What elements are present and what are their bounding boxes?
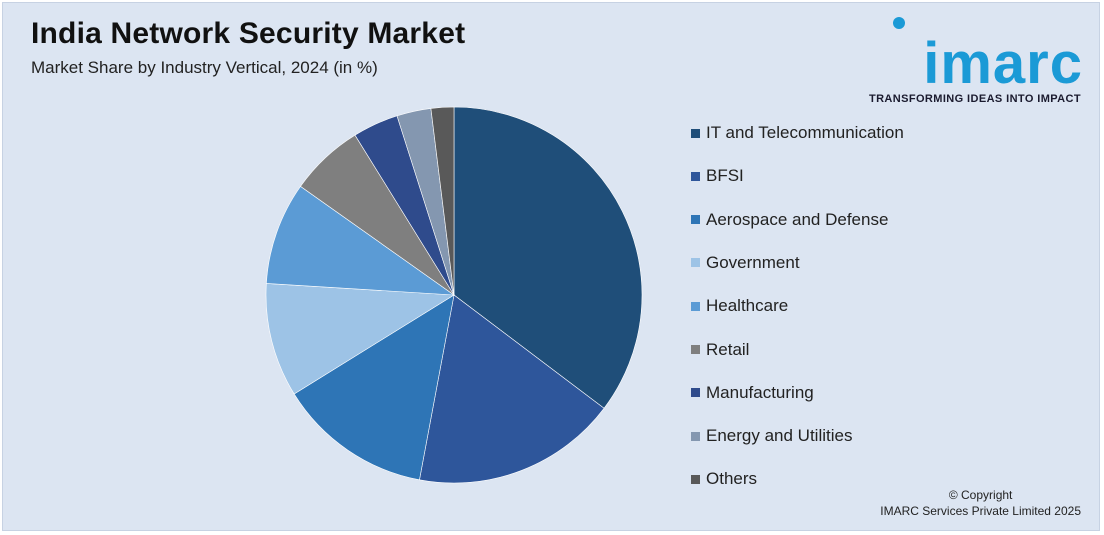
chart-title: India Network Security Market — [31, 17, 466, 50]
logo-dot-icon — [893, 17, 905, 29]
legend-label: Energy and Utilities — [706, 426, 853, 446]
copyright-notice: © Copyright IMARC Services Private Limit… — [880, 487, 1081, 519]
logo-tagline: TRANSFORMING IDEAS INTO IMPACT — [868, 93, 1081, 105]
pie-slice-healthcare — [266, 185, 456, 296]
legend-item: Aerospace and Defense — [691, 208, 888, 232]
legend-swatch — [691, 128, 700, 138]
legend-label: IT and Telecommunication — [706, 123, 904, 142]
legend-item: Energy and Utilities — [691, 424, 852, 448]
pie-slice-others — [430, 106, 455, 296]
legend-label: Manufacturing — [706, 382, 814, 402]
logo-wordmark: imarc — [923, 31, 1083, 96]
pie-slice-bfsi — [419, 294, 605, 484]
legend-label: Others — [706, 469, 758, 489]
legend-item: Retail — [691, 338, 749, 362]
legend-swatch — [691, 388, 700, 398]
legend-swatch — [691, 474, 700, 484]
legend-item: Others — [691, 467, 757, 491]
legend-label: Aerospace and Defense — [706, 209, 889, 229]
legend-label: Healthcare — [706, 296, 789, 316]
legend-swatch — [691, 258, 700, 268]
legend-swatch — [691, 171, 700, 181]
legend-swatch — [691, 301, 700, 311]
legend-item: BFSI — [691, 164, 744, 188]
pie-slice-government — [265, 283, 455, 395]
legend-item: Manufacturing — [691, 381, 814, 405]
copyright-line-1: © Copyright — [948, 488, 1013, 502]
legend-item: IT and Telecommunication — [691, 121, 904, 145]
imarc-logo: imarc TRANSFORMING IDEAS INTO IMPACT — [868, 13, 1085, 108]
copyright-line-2: IMARC Services Private Limited 2025 — [880, 504, 1081, 518]
legend-label: Retail — [706, 339, 750, 359]
legend-label: Government — [706, 252, 800, 272]
legend-swatch — [691, 345, 700, 354]
legend-swatch — [691, 431, 700, 441]
chart-subtitle: Market Share by Industry Vertical, 2024 … — [31, 58, 378, 77]
legend-item: Government — [691, 251, 800, 275]
pie-slice-it-and-telecommunication — [453, 106, 643, 409]
pie-chart — [265, 106, 643, 484]
legend-swatch — [691, 215, 700, 225]
legend-label: BFSI — [706, 166, 744, 186]
legend-item: Healthcare — [691, 294, 788, 318]
pie-slice-aerospace-and-defense — [293, 294, 455, 481]
